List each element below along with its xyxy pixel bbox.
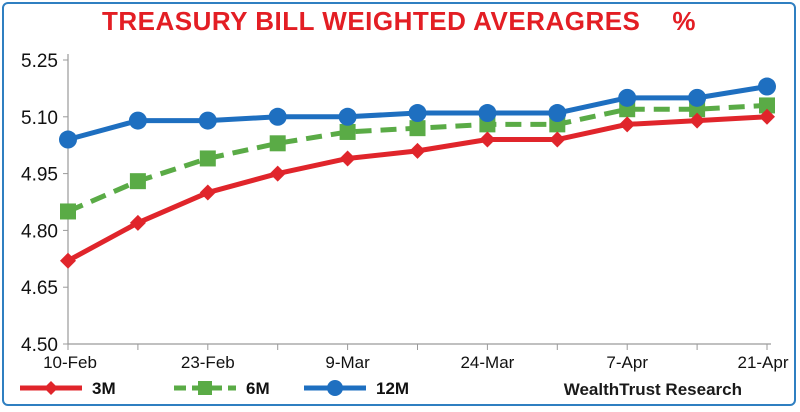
data-point-6m	[199, 150, 216, 167]
legend-label-6m: 6M	[246, 379, 270, 398]
data-point-12m	[408, 104, 427, 123]
data-point-12m	[478, 104, 497, 123]
legend-label-3m: 3M	[92, 379, 116, 398]
x-tick-label: 21-Apr	[737, 353, 788, 372]
line-chart: 4.50 4.65 4.80 4.95 5.10 5.25 10-Feb 23-Feb 9-Ma…	[20, 51, 789, 398]
y-tick-label: 4.50	[21, 335, 58, 356]
chart-frame: TREASURY BILL WEIGHTED AVERAGRES% 4.50 4.…	[2, 2, 796, 406]
data-point-6m	[60, 203, 76, 220]
x-tick-label: 7-Apr	[606, 353, 648, 372]
y-tick-label: 4.80	[21, 221, 58, 242]
data-point-3m	[199, 184, 216, 201]
data-point-12m	[59, 130, 77, 149]
data-point-3m	[479, 131, 496, 148]
data-point-12m	[688, 88, 707, 107]
y-tick-label: 4.65	[21, 278, 58, 299]
x-tick-label: 23-Feb	[181, 353, 235, 372]
data-point-12m	[128, 111, 147, 130]
data-point-12m	[338, 107, 357, 126]
data-point-12m	[268, 107, 287, 126]
data-point-12m	[198, 111, 217, 130]
data-point-3m	[619, 116, 636, 133]
series-line-3m	[66, 114, 768, 263]
legend-marker-12m	[327, 380, 343, 396]
legend-label-12m: 12M	[376, 379, 409, 398]
data-point-6m	[129, 173, 146, 190]
data-point-12m	[758, 77, 776, 96]
data-point-12m	[548, 104, 567, 123]
data-point-6m	[759, 97, 775, 114]
chart-title-text: TREASURY BILL WEIGHTED AVERAGRES	[101, 6, 641, 36]
data-point-12m	[618, 88, 637, 107]
data-point-6m	[339, 123, 356, 140]
chart-title: TREASURY BILL WEIGHTED AVERAGRES%	[4, 6, 794, 37]
y-tick-label: 4.95	[21, 165, 58, 186]
x-tick-label: 10-Feb	[43, 353, 97, 372]
x-tick-label: 9-Mar	[325, 353, 370, 372]
chart-unit-label: %	[672, 6, 697, 36]
data-point-3m	[549, 131, 566, 148]
data-point-3m	[339, 150, 356, 167]
data-point-6m	[269, 135, 286, 152]
data-point-3m	[689, 112, 706, 129]
y-tick-label: 5.10	[21, 108, 58, 129]
legend-marker-6m	[198, 381, 212, 395]
x-tick-label: 24-Mar	[460, 353, 514, 372]
y-tick-label: 5.25	[21, 51, 58, 72]
data-point-3m	[409, 142, 426, 159]
data-point-3m	[269, 165, 286, 182]
data-point-3m	[60, 252, 76, 269]
data-point-3m	[129, 214, 146, 231]
data-point-3m	[759, 108, 775, 125]
legend-marker-3m	[44, 381, 58, 395]
data-point-6m	[409, 120, 426, 137]
source-label: WealthTrust Research	[563, 380, 742, 399]
